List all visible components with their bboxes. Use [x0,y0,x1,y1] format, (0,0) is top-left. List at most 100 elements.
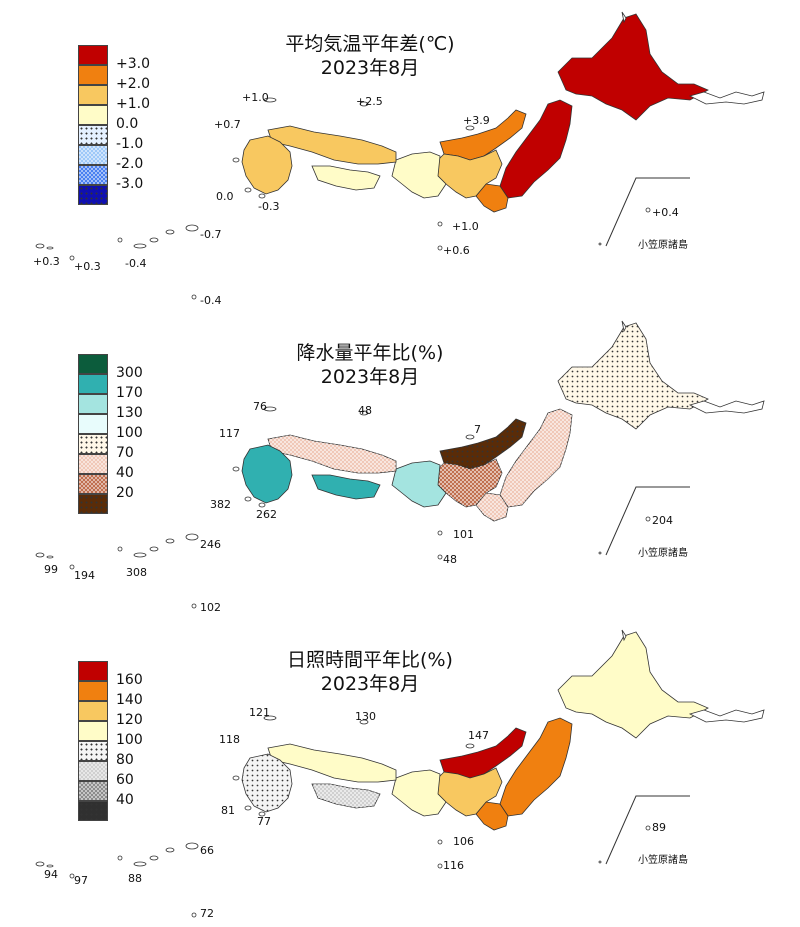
island [35,243,45,249]
island [185,533,199,541]
island [465,125,475,131]
legend-label: 300 [116,365,143,381]
station-value: 262 [256,508,277,521]
legend-label: 60 [116,772,134,788]
station-value: 308 [126,566,147,579]
legend-label: 0.0 [116,116,139,132]
ogasawara-label: 小笠原諸島 [638,855,688,866]
region-chugoku [267,125,397,165]
station-value: 130 [355,710,376,723]
island [232,466,240,472]
region-pattern [500,409,572,507]
island [133,552,147,558]
legend-swatch [78,681,108,701]
legend-label: 80 [116,752,134,768]
island [621,629,627,642]
station-value: 97 [74,874,88,887]
legend-label: -3.0 [116,176,144,192]
island [598,551,602,555]
legend-label: 160 [116,672,143,688]
legend-swatch [78,701,108,721]
station-value: 48 [358,404,372,417]
island [69,873,75,879]
legend-label: +1.0 [116,96,150,112]
island [465,743,475,749]
title-month: 2023年8月 [320,673,420,695]
station-value: +2.5 [356,95,383,108]
island [117,546,123,552]
island [244,496,252,502]
region-kinki [391,151,447,199]
island [437,245,443,251]
island [133,861,147,867]
island [165,847,175,853]
island [437,839,443,845]
ogasawara-label: 小笠原諸島 [638,240,688,251]
station-value: +1.0 [452,220,479,233]
region-pattern [476,493,508,521]
title-text: 降水量平年比(%) [296,342,444,364]
ogasawara-label: 小笠原諸島 [638,548,688,559]
island [645,825,651,831]
legend-label: 20 [116,485,134,501]
panel-title: 平均気温平年差(℃) 2023年8月 [250,32,490,80]
legend-swatch [78,721,108,741]
legend-label: 120 [116,712,143,728]
station-value: 204 [652,514,673,527]
island [359,719,369,725]
region-pattern [558,323,708,429]
region-kyushu [241,444,293,504]
region-kinki [391,769,447,817]
legend-label: +3.0 [116,56,150,72]
legend-swatch [78,801,108,821]
region-tohoku [499,717,573,817]
legend-swatch [78,434,108,454]
station-value: +0.4 [652,206,679,219]
legend-swatch [78,414,108,434]
panel-precipitation: 降水量平年比(%) 2023年8月 300 170 130 100 70 40 20 76 … [0,309,800,618]
island [263,406,277,412]
legend-label: 100 [116,732,143,748]
legend-swatch [78,85,108,105]
legend-swatch [78,374,108,394]
island [35,861,45,867]
legend-label: 130 [116,405,143,421]
legend-swatch [78,661,108,681]
region-chugoku [267,743,397,783]
island [46,864,54,868]
map-temperature [35,11,765,300]
station-value: +0.6 [443,244,470,257]
station-value: +1.0 [242,91,269,104]
title-month: 2023年8月 [320,57,420,79]
island [645,516,651,522]
station-value: +0.3 [33,255,60,268]
legend-label: +2.0 [116,76,150,92]
island [149,855,159,861]
island [465,434,475,440]
panel-sunshine: 日照時間平年比(%) 2023年8月 160 140 120 100 80 60 40 12… [0,618,800,927]
region-hokkaido [557,631,709,739]
region-tohoku [499,99,573,199]
station-value: 72 [200,907,214,920]
legend-swatch [78,65,108,85]
island [359,101,369,107]
station-value: 101 [453,528,474,541]
station-value: 116 [443,859,464,872]
island [263,97,277,103]
station-value: 106 [453,835,474,848]
station-value: 48 [443,553,457,566]
ogasawara-inset-frame [605,486,690,556]
region-kyushu [241,135,293,195]
island [437,863,443,869]
region-shikoku [311,474,381,500]
island [46,555,54,559]
station-value: 117 [219,427,240,440]
island-chain [688,709,765,723]
legend-label: -1.0 [116,136,144,152]
station-value: 121 [249,706,270,719]
panel-title: 日照時間平年比(%) 2023年8月 [250,648,490,696]
island [191,294,197,300]
station-value: 194 [74,569,95,582]
region-pattern [268,435,396,473]
station-value: 66 [200,844,214,857]
